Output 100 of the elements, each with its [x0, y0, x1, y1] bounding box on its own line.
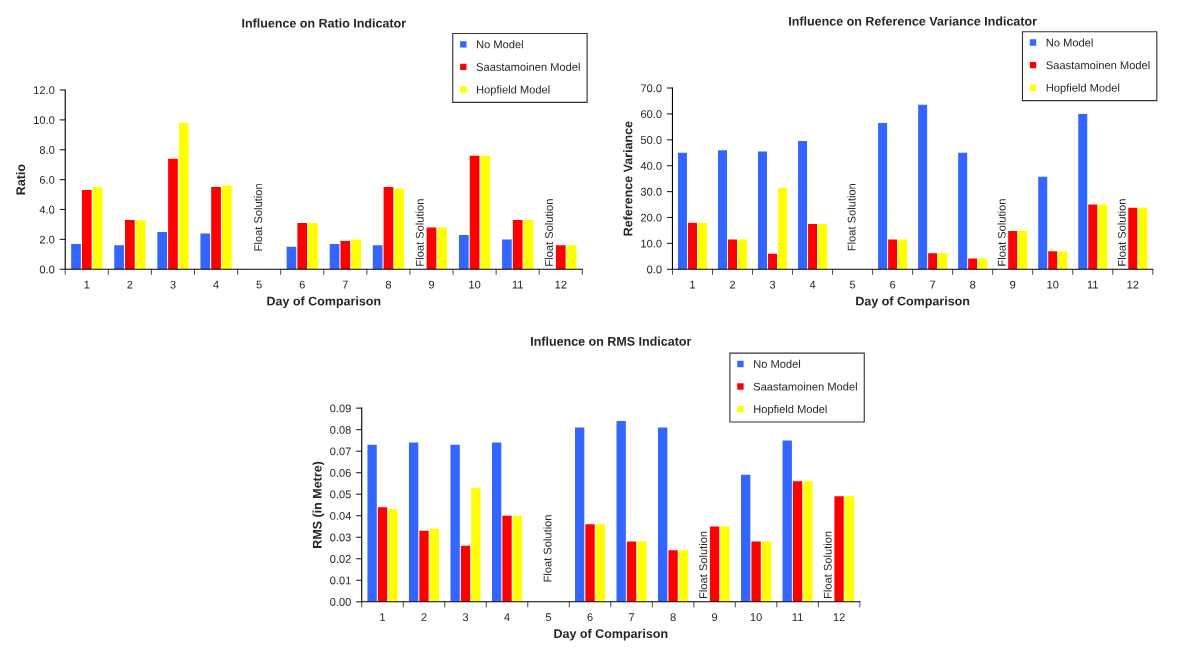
bar [1138, 207, 1148, 270]
x-tick-label: 2 [421, 613, 427, 621]
bar [798, 141, 808, 270]
bar [460, 545, 471, 602]
y-tick-label: 4.0 [39, 205, 55, 214]
bar [419, 530, 429, 602]
bar [761, 541, 772, 602]
bar [512, 219, 523, 270]
x-tick-label: 12 [1127, 280, 1139, 289]
bar [898, 239, 908, 270]
bar [383, 187, 394, 270]
x-tick-label: 10 [469, 280, 481, 289]
bar [491, 442, 502, 602]
x-tick-label: 1 [380, 613, 386, 621]
bar [555, 245, 566, 270]
bar [709, 526, 720, 602]
x-tick-label: 6 [299, 280, 305, 289]
y-tick-label: 0.03 [330, 533, 351, 542]
x-tick-label: 9 [712, 613, 718, 622]
bar [687, 222, 697, 270]
bar [751, 541, 761, 602]
y-tick-label: 30.0 [640, 187, 662, 196]
y-tick-label: 6.0 [39, 175, 55, 184]
bar [81, 190, 92, 270]
y-tick-label: 0.0 [647, 265, 662, 274]
annotation: Float Solution [997, 199, 1006, 266]
bar [918, 104, 928, 270]
legend-label: Hopfield Model [754, 404, 827, 416]
bar [938, 253, 948, 270]
bar [221, 185, 232, 270]
bar [728, 239, 738, 270]
bar [878, 122, 888, 270]
chart-title: Influence on RMS Indicator [531, 336, 692, 346]
x-tick-label: 1 [690, 280, 696, 289]
bar [211, 187, 221, 270]
x-tick-label: 11 [512, 280, 523, 289]
annotation: Float Solution [1117, 199, 1126, 266]
annotation: Float Solution [823, 531, 832, 598]
x-tick-label: 6 [587, 613, 593, 622]
x-tick-label: 3 [769, 280, 776, 289]
bar [1058, 251, 1068, 270]
y-tick-label: 0.01 [330, 576, 351, 585]
bar [888, 239, 898, 270]
bar [367, 444, 377, 602]
x-tick-label: 12 [833, 613, 845, 621]
x-tick-label: 4 [809, 280, 816, 289]
legend-label: Saastamoinen Model [753, 382, 857, 391]
bar [1038, 176, 1048, 270]
bar [297, 222, 308, 270]
x-tick-label: 6 [890, 280, 896, 289]
bar [1128, 207, 1138, 270]
bar [471, 487, 481, 602]
y-tick-label: 2.0 [39, 235, 55, 244]
legend-label: Hopfield Model [476, 85, 550, 96]
y-tick-label: 0.0 [39, 265, 55, 274]
y-tick-label: 10.0 [641, 239, 662, 248]
x-tick-label: 12 [555, 280, 567, 289]
x-tick-label: 7 [342, 280, 348, 289]
bar [818, 223, 828, 270]
annotation: Float Solution [253, 184, 263, 251]
y-tick-label: 0.09 [330, 404, 351, 413]
bar [437, 227, 448, 270]
bar [1078, 113, 1088, 270]
x-tick-label: 10 [1047, 280, 1059, 289]
bar [738, 239, 748, 270]
bar [114, 245, 124, 270]
bar [808, 223, 818, 270]
bar [1018, 230, 1028, 270]
bar [658, 427, 668, 602]
x-tick-label: 4 [504, 613, 510, 621]
bar [458, 234, 469, 270]
y-tick-label: 40.0 [640, 161, 662, 170]
legend-label: Saastamoinen Model [1046, 60, 1150, 70]
legend-label: No Model [476, 40, 523, 49]
bar [782, 440, 792, 602]
x-tick-label: 3 [170, 280, 176, 289]
annotation: Float Solution [543, 515, 552, 582]
bar [720, 526, 730, 602]
bar [92, 187, 103, 270]
y-tick-label: 0.08 [330, 425, 351, 434]
bar [377, 507, 388, 602]
bar [168, 158, 178, 270]
y-tick-label: 20.0 [640, 213, 662, 222]
y-tick-label: 0.02 [330, 555, 351, 563]
x-tick-label: 9 [428, 280, 435, 289]
x-tick-label: 8 [670, 613, 676, 622]
bar [978, 258, 988, 270]
y-tick-label: 10.0 [34, 116, 55, 124]
y-tick-label: 0.00 [330, 598, 351, 606]
x-tick-label: 7 [629, 613, 635, 621]
x-axis-title: Day of Comparison [856, 296, 970, 308]
y-tick-label: 8.0 [39, 146, 55, 154]
x-axis-title: Day of Comparison [267, 296, 381, 308]
x-tick-label: 11 [1087, 280, 1098, 289]
bar [178, 122, 189, 270]
bar [678, 550, 689, 602]
bar [200, 233, 211, 270]
x-tick-label: 5 [256, 280, 262, 289]
bar [372, 245, 383, 270]
y-tick-label: 12.0 [34, 86, 55, 95]
